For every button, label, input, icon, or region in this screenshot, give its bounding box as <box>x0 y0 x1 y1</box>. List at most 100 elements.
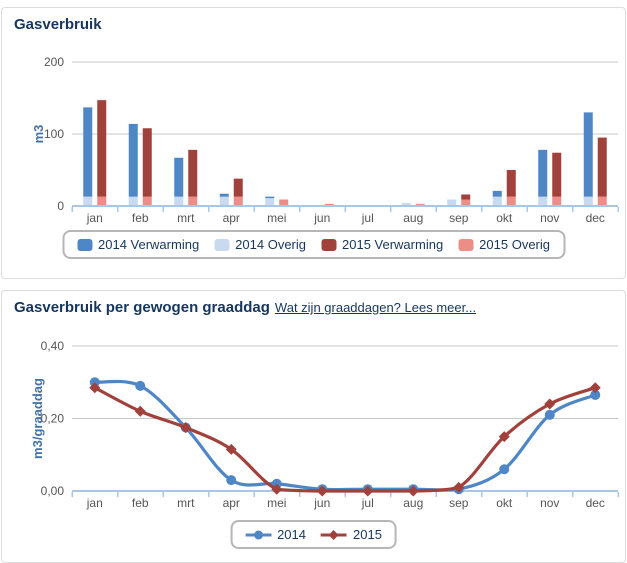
legend-item-2014[interactable]: 2014 <box>245 527 306 542</box>
x-axis-label-dec: dec <box>586 211 605 225</box>
x-axis-label-jul: jul <box>361 496 374 510</box>
x-axis-label-jun: jun <box>313 211 330 225</box>
gas-per-degreeday-line-chart: 0,00 0,20 0,40 m3/graaddag jan feb mrt apr mei ju… <box>30 339 619 510</box>
legend-marker-icon <box>321 529 347 540</box>
data-point-2014-dec[interactable] <box>590 389 601 400</box>
legend-item-2015-verwarming[interactable]: 2015 Verwarming <box>321 237 443 252</box>
x-axis-label-jan: jan <box>86 211 103 225</box>
degreedays-info-link[interactable]: Wat zijn graaddagen? Lees meer... <box>274 300 477 315</box>
x-axis-label-mei: mei <box>267 496 286 510</box>
data-point-2015-nov[interactable] <box>544 398 556 410</box>
y-axis-tick-label: 200 <box>44 55 64 69</box>
legend-label: 2014 Verwarming <box>98 237 200 252</box>
bar-2014-verwarming-apr[interactable] <box>219 193 229 197</box>
bar-2014-overig-feb[interactable] <box>128 196 138 206</box>
gas-usage-title: Gasverbruik <box>14 16 102 33</box>
line-chart-legend: 2014 2015 <box>230 520 397 549</box>
bar-2015-verwarming-dec[interactable] <box>597 137 607 197</box>
x-axis-label-apr: apr <box>223 211 240 225</box>
x-axis-label-jan: jan <box>86 496 103 510</box>
data-point-2015-okt[interactable] <box>498 431 510 443</box>
y-axis-tick-label: 0,00 <box>41 484 65 498</box>
bar-2014-overig-jan[interactable] <box>83 196 93 206</box>
bar-2015-verwarming-apr[interactable] <box>233 178 243 197</box>
bar-2014-verwarming-feb[interactable] <box>128 123 138 197</box>
data-point-2015-feb[interactable] <box>134 405 146 417</box>
bar-2014-verwarming-nov[interactable] <box>538 149 548 197</box>
bar-2015-verwarming-okt[interactable] <box>506 170 516 197</box>
data-point-2014-okt[interactable] <box>499 464 510 475</box>
x-axis-label-jun: jun <box>313 496 330 510</box>
data-point-2015-mrt[interactable] <box>180 422 192 434</box>
legend-label: 2014 Overig <box>235 237 306 252</box>
x-axis-label-nov: nov <box>540 211 559 225</box>
bar-2014-overig-mrt[interactable] <box>174 196 184 206</box>
y-axis-tick-label: 0 <box>57 199 64 213</box>
bar-2015-overig-jun[interactable] <box>324 203 334 206</box>
bar-2014-verwarming-mrt[interactable] <box>174 157 184 197</box>
bar-2015-verwarming-sep[interactable] <box>461 194 471 200</box>
bar-2014-overig-aug[interactable] <box>401 203 411 206</box>
data-point-2015-aug[interactable] <box>407 485 419 497</box>
x-axis-label-feb: feb <box>132 496 149 510</box>
data-point-2015-jul[interactable] <box>362 485 374 497</box>
bar-2015-overig-nov[interactable] <box>552 196 562 206</box>
x-axis-label-okt: okt <box>496 496 513 510</box>
y-axis-title: m3/graaddag <box>30 378 45 459</box>
data-point-2015-dec[interactable] <box>589 382 601 394</box>
y-axis-tick-label: 0,40 <box>41 339 65 353</box>
bar-2015-overig-apr[interactable] <box>233 196 243 206</box>
x-axis-label-sep: sep <box>449 496 469 510</box>
legend-label: 2014 <box>277 527 306 542</box>
bar-2015-verwarming-feb[interactable] <box>142 128 152 197</box>
series-line-2015 <box>93 386 597 493</box>
x-axis-label-sep: sep <box>449 211 469 225</box>
bar-2015-overig-okt[interactable] <box>506 196 516 206</box>
y-axis-title: m3 <box>31 125 46 144</box>
y-axis-tick-label: 100 <box>44 127 64 141</box>
bar-2015-overig-mei[interactable] <box>279 199 289 206</box>
series-line-2014 <box>93 379 597 492</box>
legend-label: 2015 Overig <box>479 237 550 252</box>
data-point-2014-feb[interactable] <box>135 380 146 391</box>
data-point-2014-nov[interactable] <box>544 409 555 420</box>
bar-2014-overig-okt[interactable] <box>492 196 502 206</box>
legend-label: 2015 <box>353 527 382 542</box>
bar-2015-overig-dec[interactable] <box>597 196 607 206</box>
bar-2014-overig-dec[interactable] <box>583 196 593 206</box>
bar-2014-overig-apr[interactable] <box>219 196 229 206</box>
legend-label: 2015 Verwarming <box>342 237 444 252</box>
legend-item-2015[interactable]: 2015 <box>321 527 382 542</box>
bar-2014-verwarming-jan[interactable] <box>83 107 93 197</box>
x-axis-label-okt: okt <box>496 211 513 225</box>
data-point-2015-jun[interactable] <box>316 485 328 497</box>
x-axis-label-mei: mei <box>267 211 286 225</box>
bar-2014-verwarming-mei[interactable] <box>265 196 275 199</box>
bar-2014-overig-mei[interactable] <box>265 198 275 206</box>
data-point-2015-jan[interactable] <box>89 382 101 394</box>
bar-2015-verwarming-jan[interactable] <box>97 100 107 197</box>
bar-2015-overig-feb[interactable] <box>142 196 152 206</box>
legend-item-2014-overig[interactable]: 2014 Overig <box>214 237 306 252</box>
legend-swatch-icon <box>214 238 230 251</box>
gas-per-degreeday-title-text: Gasverbruik per gewogen graaddag <box>14 299 270 316</box>
data-point-2015-apr[interactable] <box>225 443 237 455</box>
bar-2014-overig-nov[interactable] <box>538 196 548 206</box>
data-point-2015-mei[interactable] <box>271 483 283 495</box>
bar-2015-verwarming-mrt[interactable] <box>188 149 198 197</box>
legend-circle-marker <box>253 530 263 539</box>
bar-2014-verwarming-dec[interactable] <box>583 112 593 197</box>
bar-2015-overig-mrt[interactable] <box>188 196 198 206</box>
bar-2015-overig-sep[interactable] <box>461 199 471 206</box>
data-point-2015-sep[interactable] <box>453 481 465 493</box>
bar-2015-overig-aug[interactable] <box>415 203 425 206</box>
bar-2014-verwarming-okt[interactable] <box>492 190 502 197</box>
legend-item-2015-overig[interactable]: 2015 Overig <box>458 237 550 252</box>
x-axis-label-aug: aug <box>403 496 423 510</box>
bar-2015-verwarming-nov[interactable] <box>552 152 562 197</box>
bar-2014-overig-sep[interactable] <box>447 199 457 206</box>
legend-diamond-marker <box>329 529 339 540</box>
legend-item-2014-verwarming[interactable]: 2014 Verwarming <box>77 237 199 252</box>
data-point-2014-apr[interactable] <box>226 475 237 486</box>
bar-2015-overig-jan[interactable] <box>97 196 107 206</box>
